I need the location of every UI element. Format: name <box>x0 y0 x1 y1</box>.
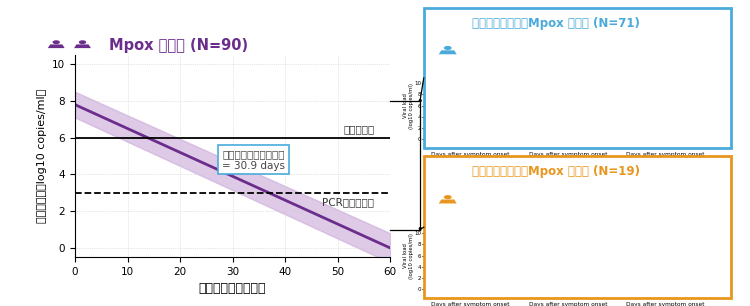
Y-axis label: Viral load
(log10 copies/ml): Viral load (log10 copies/ml) <box>403 83 413 129</box>
Point <box>651 267 663 272</box>
Y-axis label: ウイルス量（log10 copies/ml）: ウイルス量（log10 copies/ml） <box>37 89 46 223</box>
Point <box>621 239 633 244</box>
X-axis label: Days after symptom onset: Days after symptom onset <box>626 302 705 306</box>
Point <box>541 267 553 272</box>
Point <box>535 92 547 97</box>
Point <box>473 270 485 275</box>
Point <box>478 270 490 275</box>
Point <box>544 270 556 275</box>
Point <box>439 250 451 255</box>
Point <box>658 120 670 125</box>
X-axis label: Days after symptom onset: Days after symptom onset <box>626 152 705 157</box>
Text: 平均ウイルス排出期間
= 30.9 days: 平均ウイルス排出期間 = 30.9 days <box>222 149 285 170</box>
X-axis label: Days after symptom onset: Days after symptom onset <box>529 152 608 157</box>
Point <box>638 117 650 122</box>
Point <box>626 242 638 247</box>
Point <box>634 245 646 250</box>
Text: •: • <box>417 225 423 234</box>
Text: 低い伝播リスクのMpox 感染者 (N=71): 低い伝播リスクのMpox 感染者 (N=71) <box>472 17 640 30</box>
Y-axis label: Viral load
(log10 copies/ml): Viral load (log10 copies/ml) <box>598 83 608 129</box>
Text: 高い伝播リスクのMpox 感染者 (N=19): 高い伝播リスクのMpox 感染者 (N=19) <box>472 165 640 178</box>
Point <box>433 95 445 100</box>
X-axis label: 発症日からの経過日: 発症日からの経過日 <box>199 282 266 295</box>
Point <box>524 89 536 94</box>
Point <box>426 89 438 94</box>
Text: Mpox 感染者 (N=90): Mpox 感染者 (N=90) <box>109 38 248 53</box>
Point <box>651 119 663 124</box>
Text: 感染性閾値: 感染性閾値 <box>343 125 374 134</box>
Point <box>524 242 536 247</box>
Text: PCR検出下限値: PCR検出下限値 <box>322 197 374 207</box>
Y-axis label: Viral load
(log10 copies/ml): Viral load (log10 copies/ml) <box>403 233 413 278</box>
Point <box>528 245 540 250</box>
Y-axis label: Viral load
(log10 copies/ml): Viral load (log10 copies/ml) <box>598 233 608 278</box>
X-axis label: Days after symptom onset: Days after symptom onset <box>529 302 608 306</box>
Y-axis label: Viral load
(log10 copies/ml): Viral load (log10 copies/ml) <box>500 83 511 129</box>
Point <box>542 120 554 125</box>
Point <box>664 270 676 275</box>
Point <box>541 117 553 122</box>
Point <box>426 242 438 247</box>
Point <box>445 119 457 124</box>
Point <box>452 261 464 266</box>
Point <box>621 89 633 94</box>
Y-axis label: Viral load
(log10 copies/ml): Viral load (log10 copies/ml) <box>500 233 511 278</box>
X-axis label: Days after symptom onset: Days after symptom onset <box>431 152 510 157</box>
X-axis label: Days after symptom onset: Days after symptom onset <box>431 302 510 306</box>
Point <box>443 117 455 122</box>
Text: •: • <box>417 96 423 106</box>
